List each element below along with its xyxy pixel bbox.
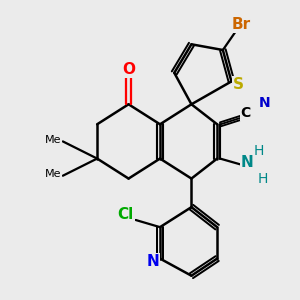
Text: N: N — [241, 155, 253, 170]
Text: H: H — [254, 144, 264, 158]
Text: N: N — [259, 96, 270, 110]
Text: N: N — [146, 254, 159, 269]
Text: Me: Me — [45, 169, 61, 179]
Text: Cl: Cl — [118, 207, 134, 222]
Text: S: S — [233, 77, 244, 92]
Text: O: O — [122, 62, 135, 77]
Text: Me: Me — [45, 135, 61, 145]
Text: Br: Br — [232, 17, 251, 32]
Text: H: H — [258, 172, 268, 186]
Text: C: C — [241, 106, 251, 120]
